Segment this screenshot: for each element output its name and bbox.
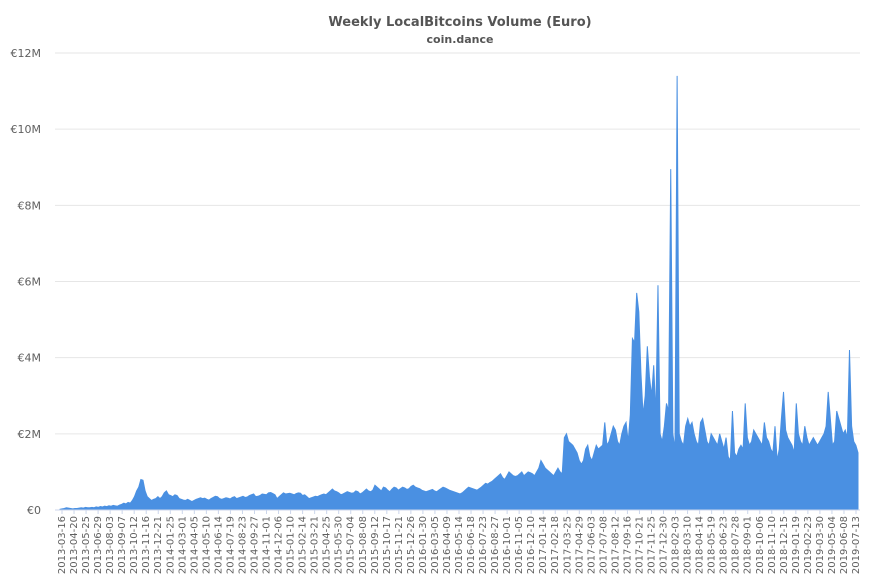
x-tick-label: 2019-07-13 xyxy=(851,516,862,574)
x-tick-label: 2013-05-25 xyxy=(81,516,92,574)
x-tick-label: 2017-11-25 xyxy=(646,516,657,574)
x-tick-label: 2018-04-14 xyxy=(695,516,706,574)
x-tick-label: 2016-04-09 xyxy=(442,516,453,574)
x-tick-label: 2016-12-10 xyxy=(526,516,537,574)
x-tick-label: 2016-01-30 xyxy=(418,516,429,574)
x-tick-label: 2017-02-18 xyxy=(550,516,561,574)
x-tick-label: 2015-04-25 xyxy=(322,516,333,574)
y-tick-label: €8M xyxy=(18,199,42,212)
y-tick-label: €10M xyxy=(11,123,42,136)
x-tick-label: 2015-10-17 xyxy=(382,516,393,574)
x-tick-label: 2013-11-16 xyxy=(141,516,152,574)
x-tick-label: 2016-07-23 xyxy=(478,516,489,574)
x-tick-label: 2018-09-01 xyxy=(743,516,754,574)
x-tick-label: 2015-09-12 xyxy=(370,516,381,574)
series-area xyxy=(59,75,859,511)
y-tick-label: €4M xyxy=(18,352,42,365)
y-tick-label: €12M xyxy=(11,47,42,60)
x-tick-label: 2017-03-25 xyxy=(562,516,573,574)
x-tick-label: 2014-06-14 xyxy=(213,516,224,574)
x-tick-label: 2014-05-10 xyxy=(201,516,212,574)
x-tick-label: 2016-11-05 xyxy=(514,516,525,574)
x-tick-label: 2017-08-12 xyxy=(610,516,621,574)
x-tick-label: 2014-12-06 xyxy=(274,516,285,574)
x-tick-label: 2018-05-19 xyxy=(707,516,718,574)
x-tick-label: 2019-05-04 xyxy=(827,516,838,574)
x-tick-label: 2015-11-21 xyxy=(394,516,405,574)
x-tick-label: 2015-01-10 xyxy=(286,516,297,574)
x-axis-ticks: 2013-03-16 2013-04-20 2013-05-25 2013-06-29… xyxy=(55,509,862,574)
x-tick-label: 2015-05-30 xyxy=(334,516,345,574)
x-tick-label: 2016-06-18 xyxy=(466,516,477,574)
x-tick-label: 2017-06-03 xyxy=(586,516,597,574)
x-tick-label: 2016-10-01 xyxy=(502,516,513,574)
chart-subtitle: coin.dance xyxy=(427,33,494,46)
x-tick-label: 2018-03-10 xyxy=(683,516,694,574)
x-tick-label: 2017-07-08 xyxy=(598,516,609,574)
x-tick-label: 2017-01-14 xyxy=(538,516,549,574)
x-tick-label: 2018-02-03 xyxy=(671,516,682,574)
x-tick-label: 2013-10-12 xyxy=(129,516,140,574)
x-tick-label: 2013-03-16 xyxy=(57,516,68,574)
chart-title: Weekly LocalBitcoins Volume (Euro) xyxy=(328,15,591,30)
x-tick-label: 2017-10-21 xyxy=(634,516,645,574)
x-tick-label: 2015-08-08 xyxy=(358,516,369,574)
x-tick-label: 2017-09-16 xyxy=(622,516,633,574)
x-tick-label: 2014-08-23 xyxy=(237,516,248,574)
x-tick-label: 2014-04-05 xyxy=(189,516,200,574)
x-tick-label: 2015-12-26 xyxy=(406,516,417,574)
x-tick-label: 2019-01-19 xyxy=(791,516,802,574)
x-tick-label: 2016-03-05 xyxy=(430,516,441,574)
x-tick-label: 2018-10-06 xyxy=(755,516,766,574)
x-tick-label: 2015-07-04 xyxy=(346,516,357,574)
x-tick-label: 2013-12-21 xyxy=(153,516,164,574)
x-tick-label: 2013-08-03 xyxy=(105,516,116,574)
x-tick-label: 2014-07-19 xyxy=(225,516,236,574)
y-axis-ticks: €0 €2M €4M €6M €8M €10M €12M xyxy=(11,47,42,517)
x-tick-label: 2019-06-08 xyxy=(839,516,850,574)
x-tick-label: 2017-12-30 xyxy=(659,516,670,574)
x-tick-label: 2014-09-27 xyxy=(249,516,260,574)
x-tick-label: 2018-12-15 xyxy=(779,516,790,574)
x-tick-label: 2018-07-28 xyxy=(731,516,742,574)
x-tick-label: 2018-06-23 xyxy=(719,516,730,574)
x-tick-label: 2013-04-20 xyxy=(69,516,80,574)
y-tick-label: €0 xyxy=(27,504,41,517)
plot-area xyxy=(59,75,859,511)
x-tick-label: 2017-04-29 xyxy=(574,516,585,574)
y-tick-label: €2M xyxy=(18,428,42,441)
x-tick-label: 2013-06-29 xyxy=(93,516,104,574)
x-tick-label: 2015-03-21 xyxy=(310,516,321,574)
x-tick-label: 2014-11-01 xyxy=(262,516,273,574)
x-tick-label: 2018-11-10 xyxy=(767,516,778,574)
x-tick-label: 2013-09-07 xyxy=(117,516,128,574)
x-tick-label: 2014-03-01 xyxy=(177,516,188,574)
x-tick-label: 2019-02-23 xyxy=(803,516,814,574)
x-tick-label: 2016-08-27 xyxy=(490,516,501,574)
x-tick-label: 2015-02-14 xyxy=(298,516,309,574)
x-tick-label: 2019-03-30 xyxy=(815,516,826,574)
y-tick-label: €6M xyxy=(18,276,42,289)
x-tick-label: 2016-05-14 xyxy=(454,516,465,574)
x-tick-label: 2014-01-25 xyxy=(165,516,176,574)
